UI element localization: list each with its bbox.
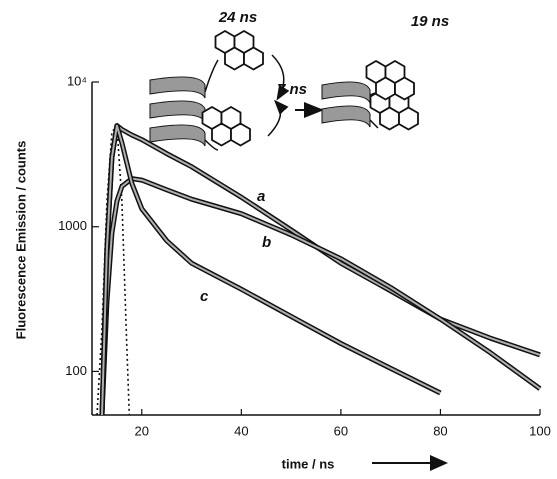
x-tick-label: 100 <box>529 423 551 438</box>
x-tick-label: 20 <box>135 423 149 438</box>
y-tick-label: 100 <box>65 363 87 378</box>
y-axis-label: Fluorescence Emission / counts <box>13 141 28 340</box>
annotation: 7 ns <box>277 81 307 98</box>
fit-curve <box>101 124 541 415</box>
fit-curve <box>101 124 441 415</box>
decay-curve <box>99 123 442 415</box>
x-axis-arrowhead <box>430 455 448 471</box>
decay-curve <box>99 176 542 415</box>
plot-area <box>96 123 542 415</box>
y-tick-label: 10⁴ <box>67 73 87 88</box>
fit-curve <box>101 177 541 415</box>
series-label: a <box>257 188 265 205</box>
x-tick-label: 40 <box>234 423 248 438</box>
schematic <box>149 30 419 151</box>
x-axis-label: time / ns <box>282 456 335 471</box>
decay-curve <box>99 123 541 415</box>
x-tick-label: 80 <box>433 423 447 438</box>
x-tick-label: 60 <box>334 423 348 438</box>
annotation: 24 ns <box>218 9 257 26</box>
annotation: 19 ns <box>411 13 449 30</box>
series-label: b <box>262 234 271 251</box>
series-label: c <box>200 288 209 305</box>
y-tick-label: 1000 <box>58 218 87 233</box>
